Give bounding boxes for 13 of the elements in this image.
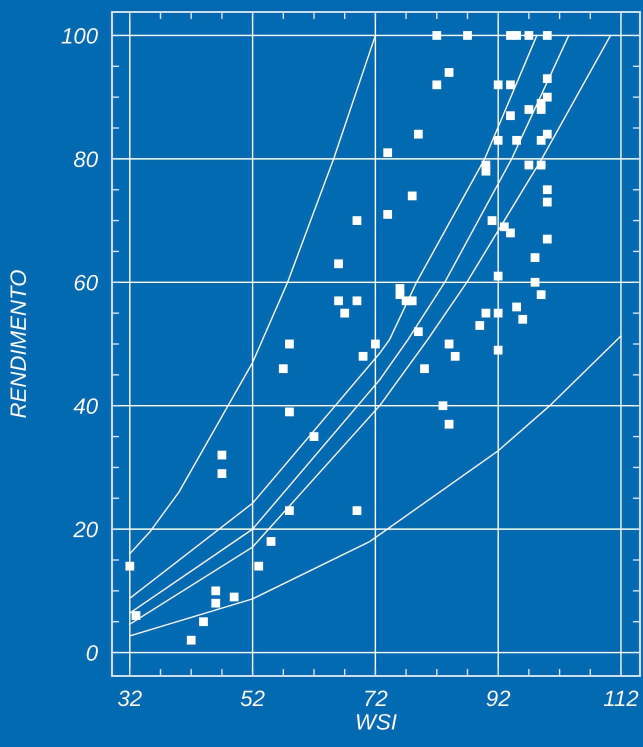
y-tick-label: 100 xyxy=(62,28,98,44)
y-tick-label: 60 xyxy=(74,274,98,291)
y-tick-label: 20 xyxy=(73,522,98,538)
x-axis-title: WSI xyxy=(356,714,397,730)
y-tick-label: 40 xyxy=(74,398,98,414)
x-tick-label: 92 xyxy=(486,690,510,706)
y-tick-label: 0 xyxy=(86,645,98,661)
x-tick-label: 72 xyxy=(365,690,388,706)
x-tick-label: 112 xyxy=(604,690,638,706)
y-tick-label: 80 xyxy=(74,151,98,168)
x-tick-label: 52 xyxy=(240,690,265,706)
y-axis-title: RENDIMENTO xyxy=(10,270,26,418)
x-tick-label: 32 xyxy=(118,690,142,706)
